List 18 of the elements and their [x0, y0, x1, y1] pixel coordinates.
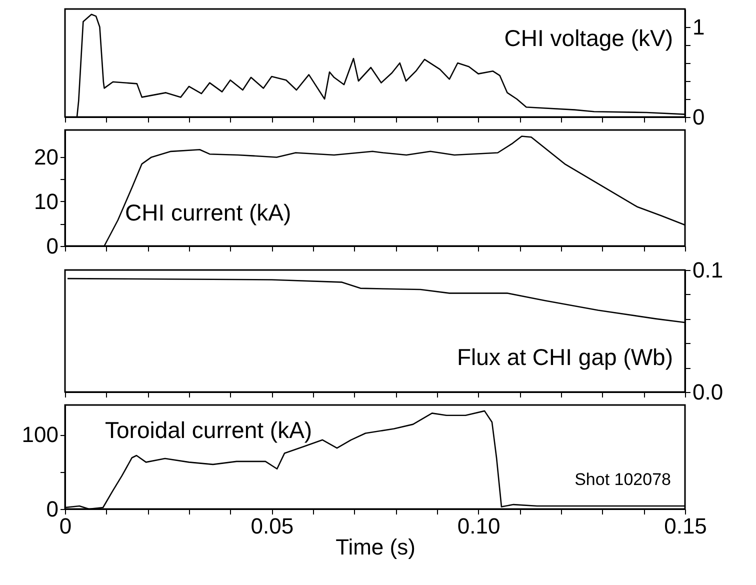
y-tick-label: 20 — [34, 144, 58, 170]
y-tick-label: 10 — [34, 188, 58, 214]
x-tick-label: 0.10 — [457, 514, 500, 538]
y-tick-label: 0 — [46, 496, 58, 522]
y2-tick-label: 0 — [692, 104, 705, 130]
x-tick-label: 0.05 — [250, 514, 294, 538]
x-tick-label: 0.15 — [664, 514, 707, 538]
y2-axis-title: Flux at CHI gap (Wb) — [457, 344, 673, 370]
y-tick-label: 100 — [22, 422, 58, 448]
y-tick-label: 0 — [46, 234, 58, 258]
annotation: Shot 102078 — [574, 470, 671, 489]
y2-tick-label: 0.0 — [692, 380, 724, 404]
y-axis-title: CHI current (kA) — [125, 200, 292, 226]
y2-tick-label: 1 — [692, 14, 705, 40]
y-axis-title: Toroidal current (kA) — [105, 417, 312, 443]
y2-axis-title: CHI voltage (kV) — [504, 25, 673, 52]
x-axis-title: Time (s) — [336, 534, 416, 560]
y2-tick-label: 0.1 — [692, 258, 724, 282]
